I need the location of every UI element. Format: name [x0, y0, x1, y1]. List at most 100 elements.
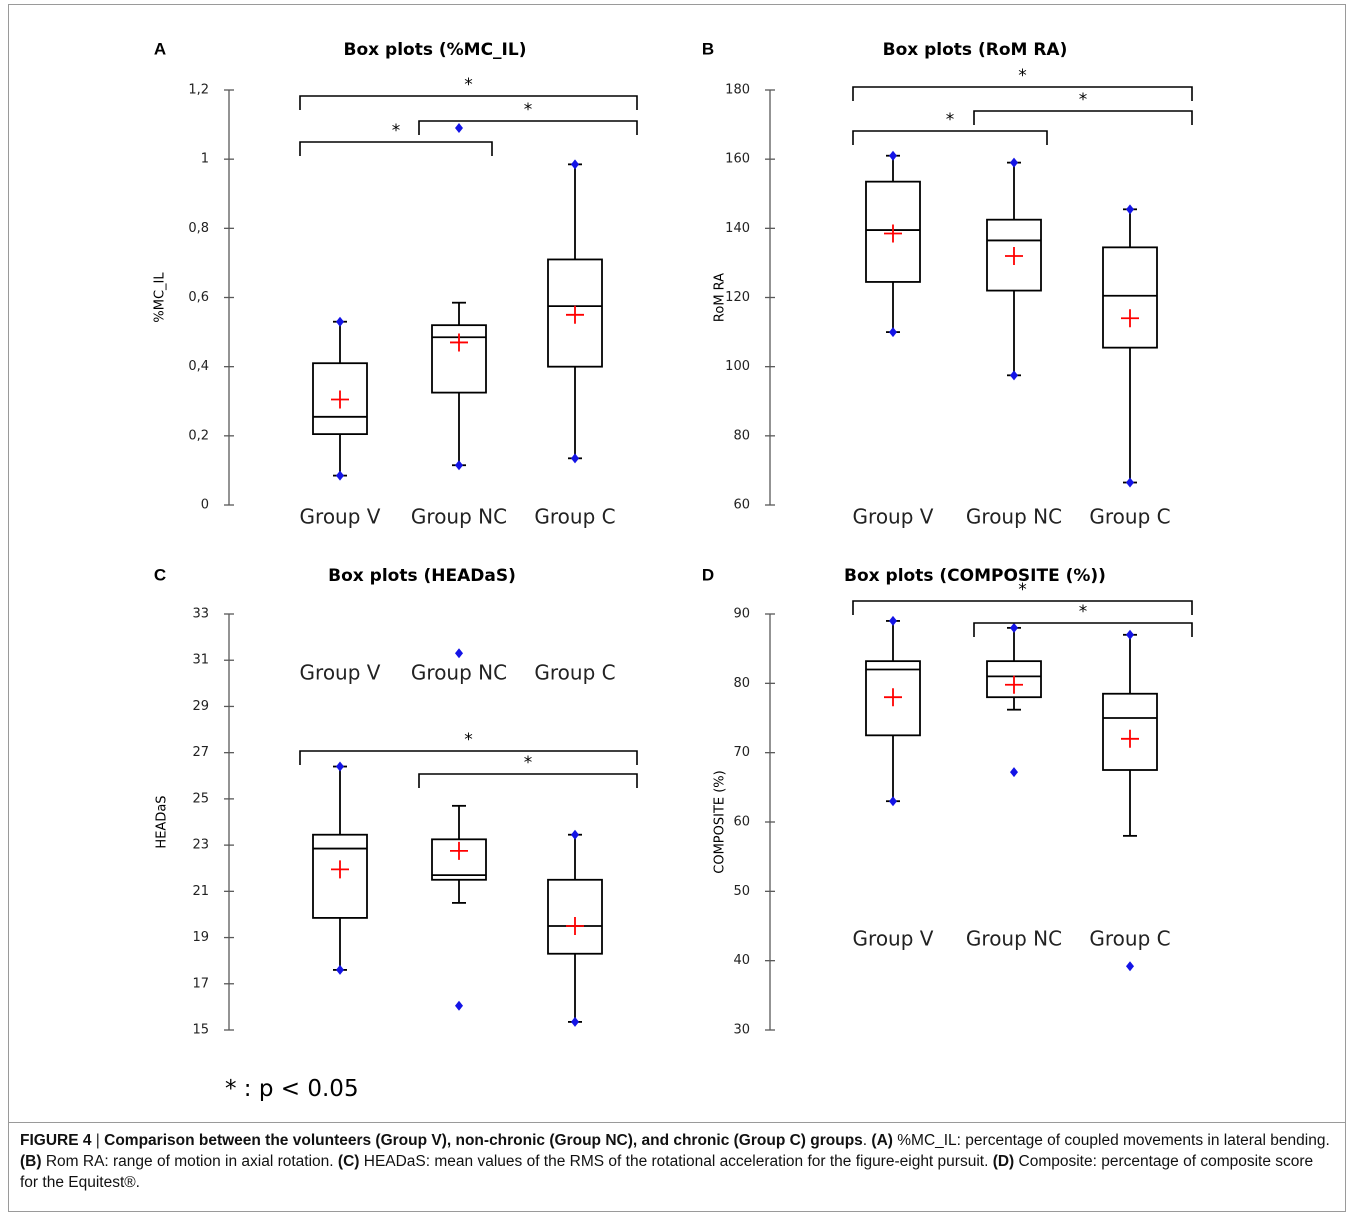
y-tick-label: 80: [733, 428, 750, 443]
mean-marker: [1121, 309, 1139, 328]
mean-marker: [1121, 729, 1139, 748]
iqr-box: [547, 878, 603, 955]
extreme-point: [889, 327, 897, 338]
caption-tag-b: (B): [20, 1153, 42, 1170]
y-tick-label: 0,8: [188, 221, 209, 236]
panel-a: A Box plots (%MC_IL) 0 0,2 0,4 0,6 0,8 1 1,2 %MC_…: [153, 39, 638, 529]
box-group-c: [547, 159, 603, 464]
caption-title-end: .: [862, 1132, 872, 1149]
y-tick-label: 60: [733, 498, 750, 513]
y-tick-label: 33: [192, 607, 209, 622]
bracket-line: [852, 86, 1193, 101]
mean-marker: [331, 860, 349, 879]
caption-tag-d: (D): [992, 1153, 1015, 1170]
box-group-v: [865, 615, 921, 807]
mean-marker: [884, 224, 902, 243]
caption-text-b: Rom RA: range of motion in axial rotatio…: [41, 1153, 338, 1170]
box-group-v: [312, 761, 368, 975]
mean-marker: [566, 305, 584, 324]
mean-marker: [566, 917, 584, 935]
significance-star: *: [1018, 66, 1027, 86]
y-tick-label: 0,4: [188, 359, 209, 374]
y-tick-label: 23: [192, 838, 209, 853]
extreme-point: [889, 796, 897, 807]
extreme-point: [1010, 157, 1018, 168]
y-tick-label: 30: [733, 1023, 750, 1038]
significance-note: * : p < 0.05: [225, 1076, 359, 1102]
y-tick-label: 25: [192, 791, 209, 806]
figure-caption: FIGURE 4 | Comparison between the volunt…: [20, 1130, 1334, 1193]
y-tick-label: 40: [733, 953, 750, 968]
y-tick-label: 70: [733, 745, 750, 760]
mean-marker: [331, 390, 349, 409]
y-axis-label: RoM RA: [713, 273, 728, 322]
box-group-nc: [986, 157, 1042, 381]
bracket-line: [418, 773, 638, 788]
y-axis-label: HEADaS: [155, 795, 170, 848]
category-label: Group V: [853, 505, 934, 529]
caption-text-c: HEADaS: mean values of the RMS of the ro…: [359, 1153, 993, 1170]
significance-star: *: [464, 730, 473, 750]
category-label: Group NC: [966, 926, 1062, 950]
y-tick-label: 1: [201, 152, 209, 167]
chart-title: Box plots (COMPOSITE (%)): [844, 566, 1106, 586]
mean-marker: [450, 333, 468, 352]
extreme-point: [1126, 629, 1134, 640]
iqr-box: [865, 660, 921, 737]
caption-tag-c: (C): [337, 1153, 360, 1170]
y-tick-label: 100: [725, 359, 750, 374]
extreme-point: [1126, 961, 1134, 972]
iqr-box: [986, 218, 1042, 292]
iqr-box: [986, 660, 1042, 699]
box-group-v: [312, 316, 368, 481]
category-label: Group C: [1089, 926, 1170, 950]
caption-text-a: %MC_IL: percentage of coupled movements …: [892, 1132, 1330, 1149]
panel-b: B Box plots (RoM RA) 60 80 100 120 140 160 180 Ro…: [702, 39, 1193, 529]
iqr-box: [431, 838, 487, 881]
significance-star: *: [524, 753, 533, 773]
significance-bracket: *: [973, 90, 1193, 125]
panel-letter: B: [702, 39, 714, 58]
panel-d: D Box plots (COMPOSITE (%)) 30 40 50 60 70 80 90…: [702, 565, 1193, 1038]
bracket-line: [973, 622, 1193, 637]
extreme-point: [889, 615, 897, 626]
significance-bracket: *: [418, 100, 638, 135]
y-tick-label: 90: [733, 607, 750, 622]
panel-letter: A: [154, 39, 166, 58]
iqr-box: [431, 324, 487, 394]
panel-letter: C: [154, 565, 166, 584]
iqr-box: [1102, 692, 1158, 771]
category-label: Group NC: [411, 661, 507, 685]
category-label: Group V: [300, 661, 381, 685]
significance-star: *: [524, 100, 533, 120]
extreme-point: [1126, 477, 1134, 488]
significance-star: *: [464, 75, 473, 95]
significance-bracket: *: [418, 753, 638, 788]
y-tick-label: 27: [192, 745, 209, 760]
extreme-point: [1010, 767, 1018, 778]
significance-star: *: [1079, 90, 1088, 110]
y-tick-label: 1,2: [188, 83, 209, 98]
extreme-point: [455, 648, 463, 659]
y-tick-label: 15: [192, 1023, 209, 1038]
category-label: Group V: [853, 926, 934, 950]
category-label: Group V: [300, 505, 381, 529]
y-tick-label: 17: [192, 976, 209, 991]
iqr-box: [312, 362, 368, 436]
significance-bracket: *: [299, 75, 638, 110]
extreme-point: [889, 150, 897, 161]
figure-frame: [8, 4, 1346, 1212]
y-tick-label: 0: [201, 498, 209, 513]
caption-tag-a: (A): [871, 1132, 893, 1149]
significance-star: *: [392, 121, 401, 141]
category-label: Group NC: [411, 505, 507, 529]
extreme-point: [336, 761, 344, 772]
bracket-line: [299, 95, 638, 110]
box-group-v: [865, 150, 921, 338]
box-group-nc: [431, 648, 487, 1011]
significance-bracket: *: [299, 121, 493, 156]
significance-bracket: *: [852, 66, 1193, 101]
y-tick-label: 50: [733, 884, 750, 899]
category-label: Group NC: [966, 505, 1062, 529]
